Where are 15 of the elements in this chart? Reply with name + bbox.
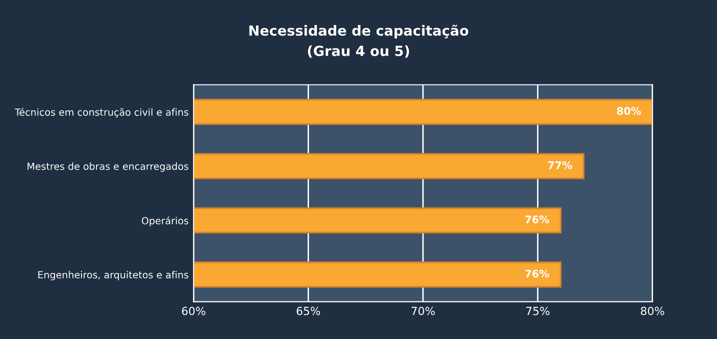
chart-subtitle: (Grau 4 ou 5) — [308, 45, 410, 58]
y-tick-label: Mestres de obras e encarregados — [28, 162, 188, 172]
y-tick-label: Técnicos em construção civil e afins — [14, 108, 188, 118]
data-label: 80% — [616, 107, 641, 115]
x-tick-label: 65% — [296, 306, 320, 316]
x-tick-label: 75% — [526, 306, 550, 316]
data-label: 76% — [525, 215, 550, 224]
chart-title: Necessidade de capacitação — [249, 24, 468, 38]
data-label: 77% — [548, 161, 572, 170]
x-tick-label: 60% — [182, 306, 206, 316]
x-tick-label: 80% — [640, 306, 664, 316]
y-tick-label: Operários — [142, 216, 188, 226]
x-tick-label: 70% — [412, 306, 435, 316]
data-label: 76% — [525, 270, 550, 278]
y-tick-label: Engenheiros, arquitetos e afins — [38, 270, 188, 280]
